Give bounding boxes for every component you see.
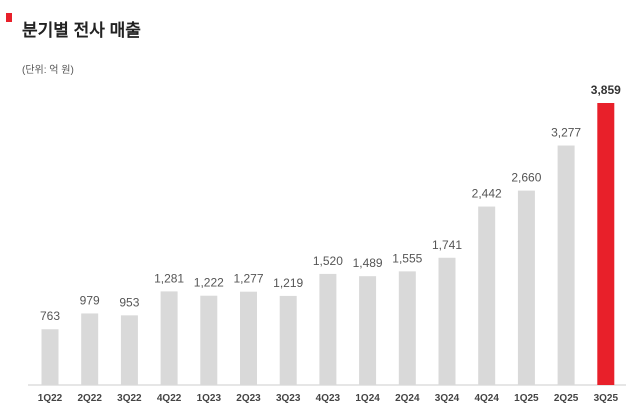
value-label-3q22: 953 [119,295,139,309]
x-tick-label: 3Q24 [435,393,460,404]
bar-3q24 [438,257,456,385]
value-label-3q25: 3,859 [591,83,621,97]
bar-1q25 [517,190,535,385]
x-tick-label: 2Q25 [554,393,579,404]
value-label-4q24: 2,442 [472,187,502,201]
x-tick-label: 2Q24 [395,393,420,404]
x-tick-label: 3Q25 [594,393,619,404]
x-tick-label: 4Q23 [316,393,341,404]
value-label-3q24: 1,741 [432,238,462,252]
bar-2q24 [398,271,416,385]
bar-1q23 [200,295,218,385]
title-accent-mark [6,13,12,22]
bar-3q23 [279,295,297,385]
bar-4q23 [319,273,337,385]
chart-title: 분기별 전사 매출 [22,21,141,40]
bar-4q22 [160,291,178,385]
x-tick-label: 1Q23 [197,393,222,404]
x-tick-label: 2Q23 [236,393,261,404]
value-label-4q23: 1,520 [313,254,343,268]
bar-2q23 [240,291,257,385]
bar-1q22 [41,329,59,385]
x-tick-label: 3Q23 [276,393,301,404]
value-label-4q22: 1,281 [154,271,184,285]
bar-2q22 [81,313,99,385]
bar-3q25 [597,103,615,385]
x-tick-label: 1Q24 [355,393,380,404]
x-tick-label: 1Q22 [38,393,63,404]
x-tick-label: 3Q22 [117,393,142,404]
bar-3q22 [120,315,138,385]
x-tick-label: 4Q22 [157,393,182,404]
value-label-1q23: 1,222 [194,276,224,290]
value-label-2q25: 3,277 [551,126,581,140]
value-label-2q22: 979 [80,293,100,307]
bar-2q25 [557,145,575,385]
value-label-3q23: 1,219 [273,276,303,290]
bar-1q24 [359,276,377,385]
unit-note: (단위: 억 원) [22,65,74,76]
value-label-2q23: 1,277 [233,272,263,286]
x-tick-label: 2Q22 [77,393,102,404]
value-label-1q22: 763 [40,309,60,323]
bar-4q24 [478,206,496,385]
value-label-1q24: 1,489 [353,256,383,270]
value-label-2q24: 1,555 [392,251,422,265]
x-tick-label: 1Q25 [514,393,539,404]
value-label-1q25: 2,660 [511,171,541,185]
x-tick-label: 4Q24 [474,393,499,404]
